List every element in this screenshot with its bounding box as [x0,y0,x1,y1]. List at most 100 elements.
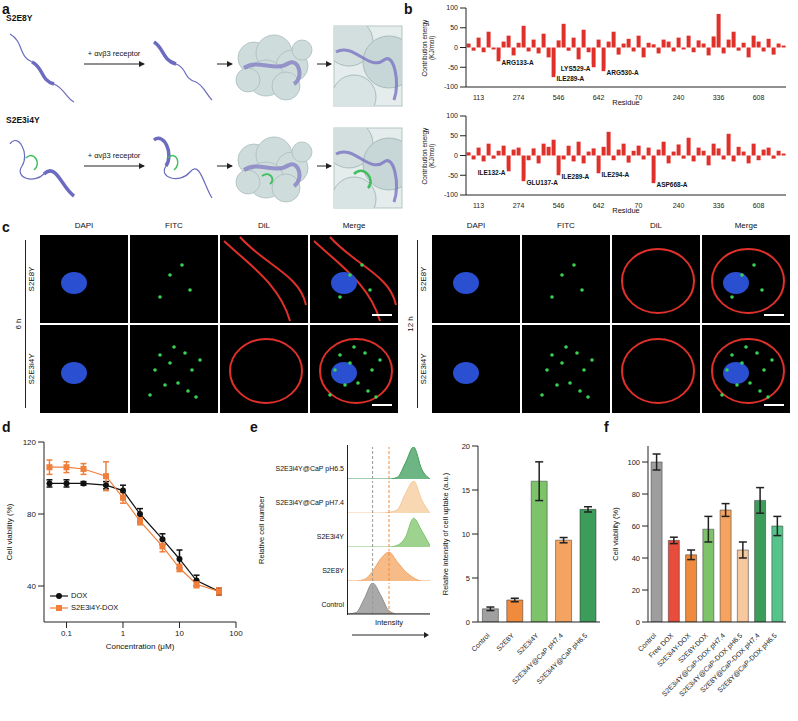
svg-text:ASP668-A: ASP668-A [657,181,688,188]
html-text:b: b [404,1,413,17]
svg-text:60: 60 [632,522,640,531]
svg-text:Control: Control [470,631,491,652]
svg-text:LYS529-A: LYS529-A [561,65,591,72]
svg-text:+ αvβ3 receptor: + αvβ3 receptor [88,151,141,160]
svg-text:ILE132-A: ILE132-A [478,169,506,176]
svg-text:120: 120 [23,438,37,447]
svg-text:ILE294-A: ILE294-A [602,171,630,178]
html-text:Relative cell number: Relative cell number [256,496,266,564]
svg-text:0: 0 [636,618,640,627]
html-text:S2E3i4Y: S2E3i4Y [27,353,37,385]
html-text:S2E3i4Y-DOX: S2E3i4Y-DOX [71,603,119,612]
svg-text:-50: -50 [448,172,458,179]
html-text:6 h: 6 h [14,318,24,330]
svg-text:S2E3i4Y: S2E3i4Y [515,632,539,656]
svg-text:-100: -100 [444,83,458,90]
svg-text:0: 0 [454,152,458,159]
svg-text:546: 546 [553,94,565,101]
html-text:Merge: Merge [734,221,758,230]
html-text:Residue: Residue [612,206,640,215]
svg-text:-100: -100 [444,191,458,198]
html-text:Contribution energy (KJ/mol): Contribution energy (KJ/mol) [420,127,435,184]
html-text:Residue: Residue [612,98,640,107]
svg-text:100: 100 [229,629,243,638]
svg-text:S2E8Y@CaP-DOX pH7.4: S2E8Y@CaP-DOX pH7.4 [699,632,762,695]
svg-text:ARG133-A: ARG133-A [502,59,534,66]
html-text:S2E8Y: S2E8Y [419,266,429,292]
svg-text:240: 240 [673,94,685,101]
svg-text:336: 336 [713,202,725,209]
svg-text:15: 15 [462,486,470,495]
html-text:DiL: DiL [650,221,662,230]
html-text:e: e [250,419,258,435]
svg-text:608: 608 [753,202,765,209]
svg-text:S2E8Y: S2E8Y [6,13,33,23]
svg-text:20: 20 [462,442,470,451]
svg-text:1: 1 [121,629,126,638]
svg-text:80: 80 [27,510,36,519]
svg-text:GLU137-A: GLU137-A [527,179,559,186]
svg-text:50: 50 [450,132,458,139]
html-text:FITC: FITC [557,221,575,230]
svg-text:336: 336 [713,94,725,101]
svg-text:S2E3i4Y@CaP-DOX pH6.5: S2E3i4Y@CaP-DOX pH6.5 [678,632,745,699]
svg-text:642: 642 [593,94,605,101]
html-text:DAPI: DAPI [74,221,94,230]
html-text:DAPI: DAPI [466,221,486,230]
html-text:Cell viability (%): Cell viability (%) [5,503,15,561]
svg-text:S2E3i4Y-DOX: S2E3i4Y-DOX [655,631,692,668]
svg-text:20: 20 [632,586,640,595]
svg-text:ILE289-A: ILE289-A [557,75,585,82]
svg-text:10: 10 [462,530,470,539]
svg-text:80: 80 [632,490,640,499]
html-text:Relative intensity of cell upt: Relative intensity of cell uptake (a.u.) [440,472,450,596]
html-text:c: c [2,219,10,235]
svg-text:100: 100 [627,458,640,467]
svg-text:S2E8Y: S2E8Y [495,632,516,653]
html-text:Contribution energy (KJ/mol): Contribution energy (KJ/mol) [420,19,435,76]
svg-text:240: 240 [673,202,685,209]
svg-text:S2E3i4Y@CaP pH7.4: S2E3i4Y@CaP pH7.4 [510,631,565,686]
html-text:Concentration (μM): Concentration (μM) [105,642,175,651]
html-text:Cell viability (%): Cell viability (%) [610,507,620,561]
html-text:DiL: DiL [258,221,270,230]
html-text:S2E8Y: S2E8Y [27,266,37,292]
svg-text:10: 10 [175,629,184,638]
svg-text:642: 642 [593,202,605,209]
svg-text:0: 0 [466,618,470,627]
svg-text:ILE289-A: ILE289-A [562,173,590,180]
svg-text:100: 100 [446,112,458,119]
html-text:d: d [2,419,11,435]
svg-text:113: 113 [473,202,484,209]
svg-text:Free DOX: Free DOX [647,631,675,659]
svg-text:608: 608 [753,94,765,101]
svg-text:S2E8Y-DOX: S2E8Y-DOX [676,631,710,664]
svg-text:50: 50 [450,24,458,31]
svg-text:Control: Control [636,631,658,653]
html-text:a: a [2,1,10,17]
svg-text:-50: -50 [448,64,458,71]
html-text:Intensity: Intensity [375,618,403,627]
html-text:DOX: DOX [71,591,88,600]
html-text:S2E3i4Y: S2E3i4Y [419,353,429,385]
svg-text:S2E3i4Y@CaP pH6.5: S2E3i4Y@CaP pH6.5 [535,632,589,686]
svg-text:S2E3i4Y: S2E3i4Y [6,115,40,125]
svg-text:0.1: 0.1 [61,629,73,638]
svg-text:274: 274 [513,202,525,209]
html-text:FITC: FITC [165,221,183,230]
svg-text:70: 70 [634,94,643,101]
svg-text:40: 40 [632,554,640,563]
html-text:Merge: Merge [342,221,366,230]
svg-text:0: 0 [454,44,458,51]
svg-text:S2E8Y@CaP-DOX pH6.5: S2E8Y@CaP-DOX pH6.5 [716,632,779,695]
svg-text:40: 40 [27,582,36,591]
svg-text:546: 546 [553,202,565,209]
svg-text:S2E3i4Y@CaP-DOX pH7.4: S2E3i4Y@CaP-DOX pH7.4 [660,631,727,698]
svg-text:100: 100 [446,4,458,11]
svg-text:274: 274 [513,94,525,101]
svg-text:ARG530-A: ARG530-A [607,69,639,76]
html-text:12 h: 12 h [406,316,416,332]
svg-text:+ αvβ3 receptor: + αvβ3 receptor [88,49,141,58]
svg-text:5: 5 [466,574,470,583]
svg-text:113: 113 [473,94,484,101]
